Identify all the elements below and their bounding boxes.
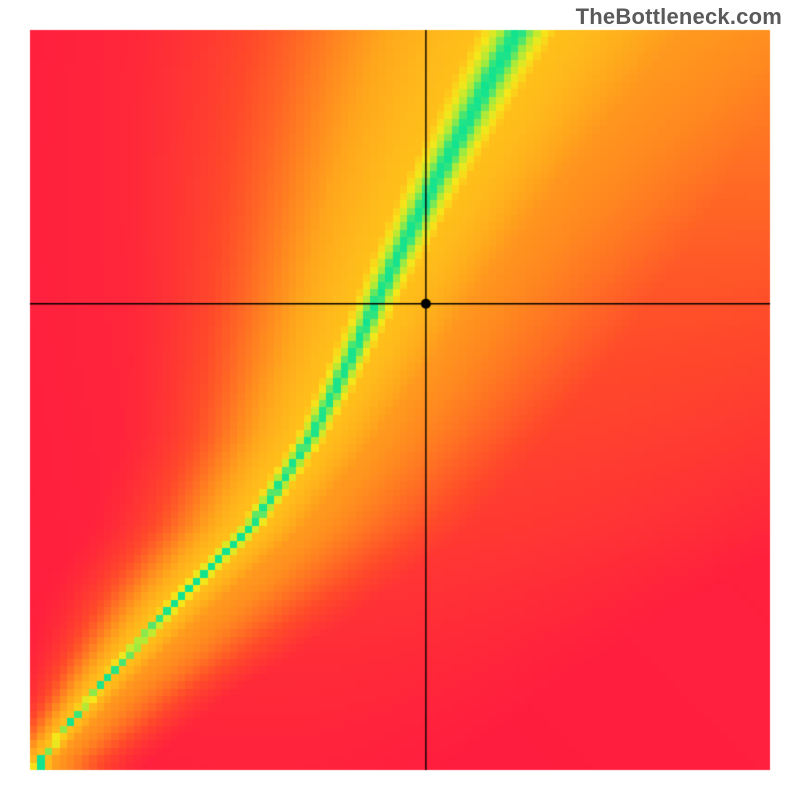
chart-container: TheBottleneck.com <box>0 0 800 800</box>
heatmap-canvas <box>0 0 800 800</box>
watermark-text: TheBottleneck.com <box>576 4 782 30</box>
